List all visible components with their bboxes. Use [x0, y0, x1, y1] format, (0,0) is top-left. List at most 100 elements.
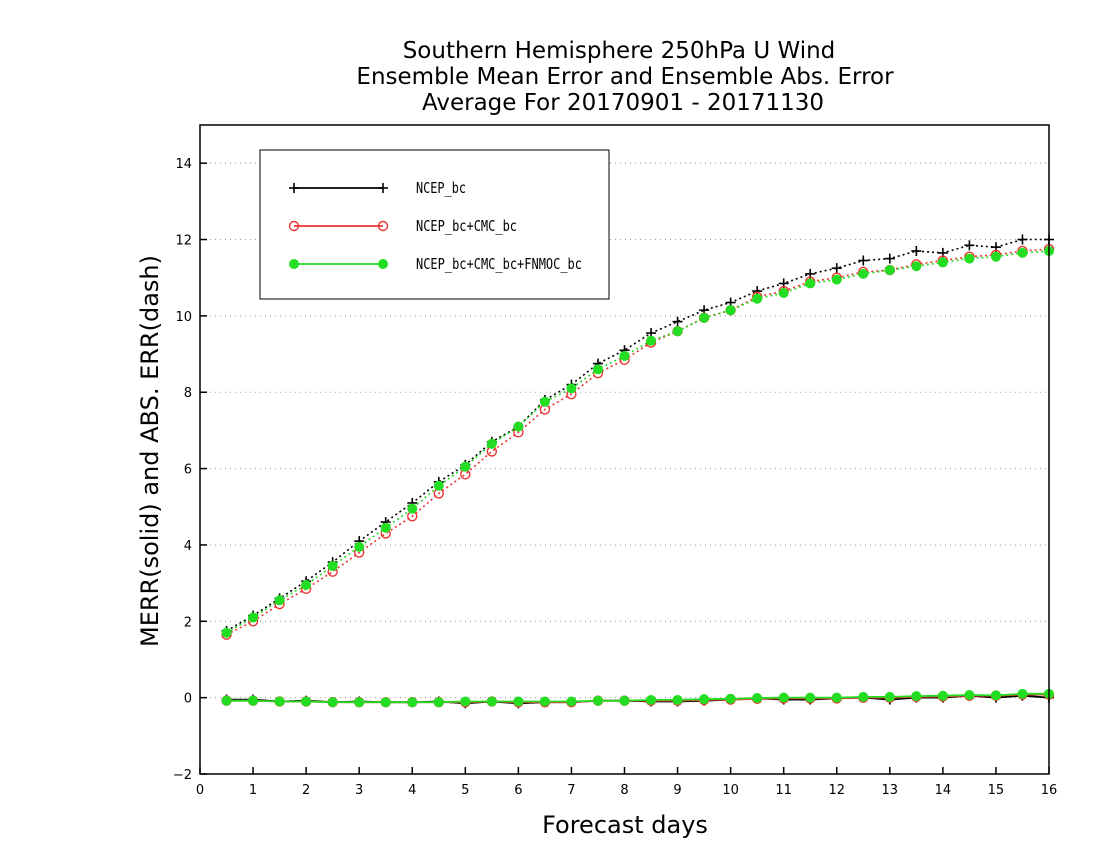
series-2-mean-point	[752, 693, 763, 704]
y-tick-label: 0	[184, 692, 192, 707]
series-2-abs-point	[274, 595, 285, 606]
series-group	[221, 234, 1055, 709]
series-1-abs-err-line	[226, 248, 1050, 636]
series-2-abs-point	[672, 326, 683, 337]
series-1	[221, 243, 1055, 708]
series-0-abs-point	[672, 316, 683, 327]
series-2-mean-point	[619, 695, 630, 706]
series-2-mean-point	[327, 697, 338, 708]
x-tick-label: 14	[935, 783, 952, 798]
legend-label-0: NCEP_bc	[416, 179, 466, 197]
x-tick-label: 4	[408, 783, 416, 798]
series-0-abs-point	[911, 245, 922, 256]
x-tick-label: 15	[988, 783, 1005, 798]
series-2-mean-point	[566, 696, 577, 707]
series-0-abs-point	[831, 263, 842, 274]
y-tick-label: 8	[184, 386, 192, 401]
x-tick-label: 13	[882, 783, 899, 798]
series-2-mean-point	[486, 696, 497, 707]
series-2-abs-point	[725, 305, 736, 316]
legend-marker-left-0	[289, 183, 299, 193]
series-2-mean-point	[672, 694, 683, 705]
series-0-abs-err-line	[226, 238, 1049, 632]
legend-item-0: NCEP_bc	[289, 179, 466, 197]
series-2-abs-point	[619, 350, 630, 361]
series-0-abs-point	[884, 253, 895, 264]
series-2-mean-point	[248, 695, 259, 706]
series-2-abs-point	[513, 421, 524, 432]
series-2-abs-point	[831, 274, 842, 285]
y-tick-label: 10	[175, 310, 192, 325]
legend-box	[259, 149, 610, 300]
chart-title-line-3: Average For 20170901 - 20171130	[422, 90, 824, 116]
series-2-abs-point	[752, 293, 763, 304]
series-2-abs-point	[937, 257, 948, 268]
series-0-abs-point	[858, 255, 869, 266]
x-tick-label: 9	[673, 783, 681, 798]
legend: NCEP_bc NCEP_bc+CMC_bc NCEP_bc+CMC_bc+FNMO…	[259, 149, 610, 300]
series-2-mean-point	[964, 689, 975, 700]
x-tick-label: 7	[567, 783, 575, 798]
y-tick-label: 4	[184, 539, 192, 554]
legend-marker-right-1	[377, 220, 389, 232]
series-2-abs-point	[486, 438, 497, 449]
y-tick-label: 12	[175, 234, 192, 249]
series-2-mean-point	[858, 691, 869, 702]
series-2-mean-point	[433, 697, 444, 708]
series-2-abs-err-line	[226, 250, 1050, 634]
series-0-abs-point	[1017, 234, 1028, 245]
series-2-mean-point	[380, 697, 391, 708]
y-tick-label: 2	[184, 615, 192, 630]
series-2-mean-point	[301, 696, 312, 707]
x-tick-label: 11	[775, 783, 792, 798]
x-tick-label: 5	[461, 783, 469, 798]
series-2-abs-point	[327, 560, 338, 571]
series-2-mean-point	[354, 697, 365, 708]
series-2-abs-point	[699, 312, 710, 323]
series-2-abs-point	[433, 480, 444, 491]
y-tick-label: 14	[175, 157, 192, 172]
series-2-abs-point	[248, 612, 259, 623]
legend-marker-left-1	[288, 220, 300, 232]
x-tick-label: 0	[196, 783, 204, 798]
series-2-abs-point	[911, 261, 922, 272]
series-2-mean-point	[725, 693, 736, 704]
x-tick-label: 6	[514, 783, 522, 798]
series-2-mean-point	[1017, 688, 1028, 699]
y-tick-label: −2	[173, 768, 192, 783]
series-2-mean-point	[911, 691, 922, 702]
series-2-mean-point	[513, 696, 524, 707]
x-axis-label: Forecast days	[542, 811, 708, 839]
x-tick-label: 2	[302, 783, 310, 798]
series-2-abs-point	[805, 278, 816, 289]
series-2-abs-point	[778, 287, 789, 298]
series-0-abs-point	[964, 240, 975, 251]
series-2-abs-point	[221, 627, 232, 638]
legend-items: NCEP_bc NCEP_bc+CMC_bc NCEP_bc+CMC_bc+FNMO…	[288, 179, 582, 273]
series-0	[221, 234, 1054, 709]
series-2-abs-point	[301, 580, 312, 591]
series-2-abs-point	[646, 335, 657, 346]
series-2-mean-point	[407, 697, 418, 708]
series-2-abs-point	[1017, 247, 1028, 258]
chart-title-line-1: Southern Hemisphere 250hPa U Wind	[403, 38, 836, 64]
x-tick-label: 1	[249, 783, 257, 798]
series-2-abs-point	[566, 383, 577, 394]
series-2-abs-point	[380, 522, 391, 533]
x-tick-label: 12	[828, 783, 845, 798]
series-2-mean-point	[646, 694, 657, 705]
series-2-mean-point	[778, 692, 789, 703]
series-2-mean-point	[805, 692, 816, 703]
series-2-mean-point	[937, 690, 948, 701]
series-2-mean-point	[884, 691, 895, 702]
legend-marker-right-0	[378, 183, 388, 193]
series-2-abs-point	[592, 364, 603, 375]
series-2-mean-point	[831, 692, 842, 703]
series-2-abs-point	[884, 265, 895, 276]
series-2-mean-point	[274, 696, 285, 707]
x-tick-label: 10	[722, 783, 739, 798]
chart-title-line-2: Ensemble Mean Error and Ensemble Abs. Er…	[356, 64, 894, 90]
